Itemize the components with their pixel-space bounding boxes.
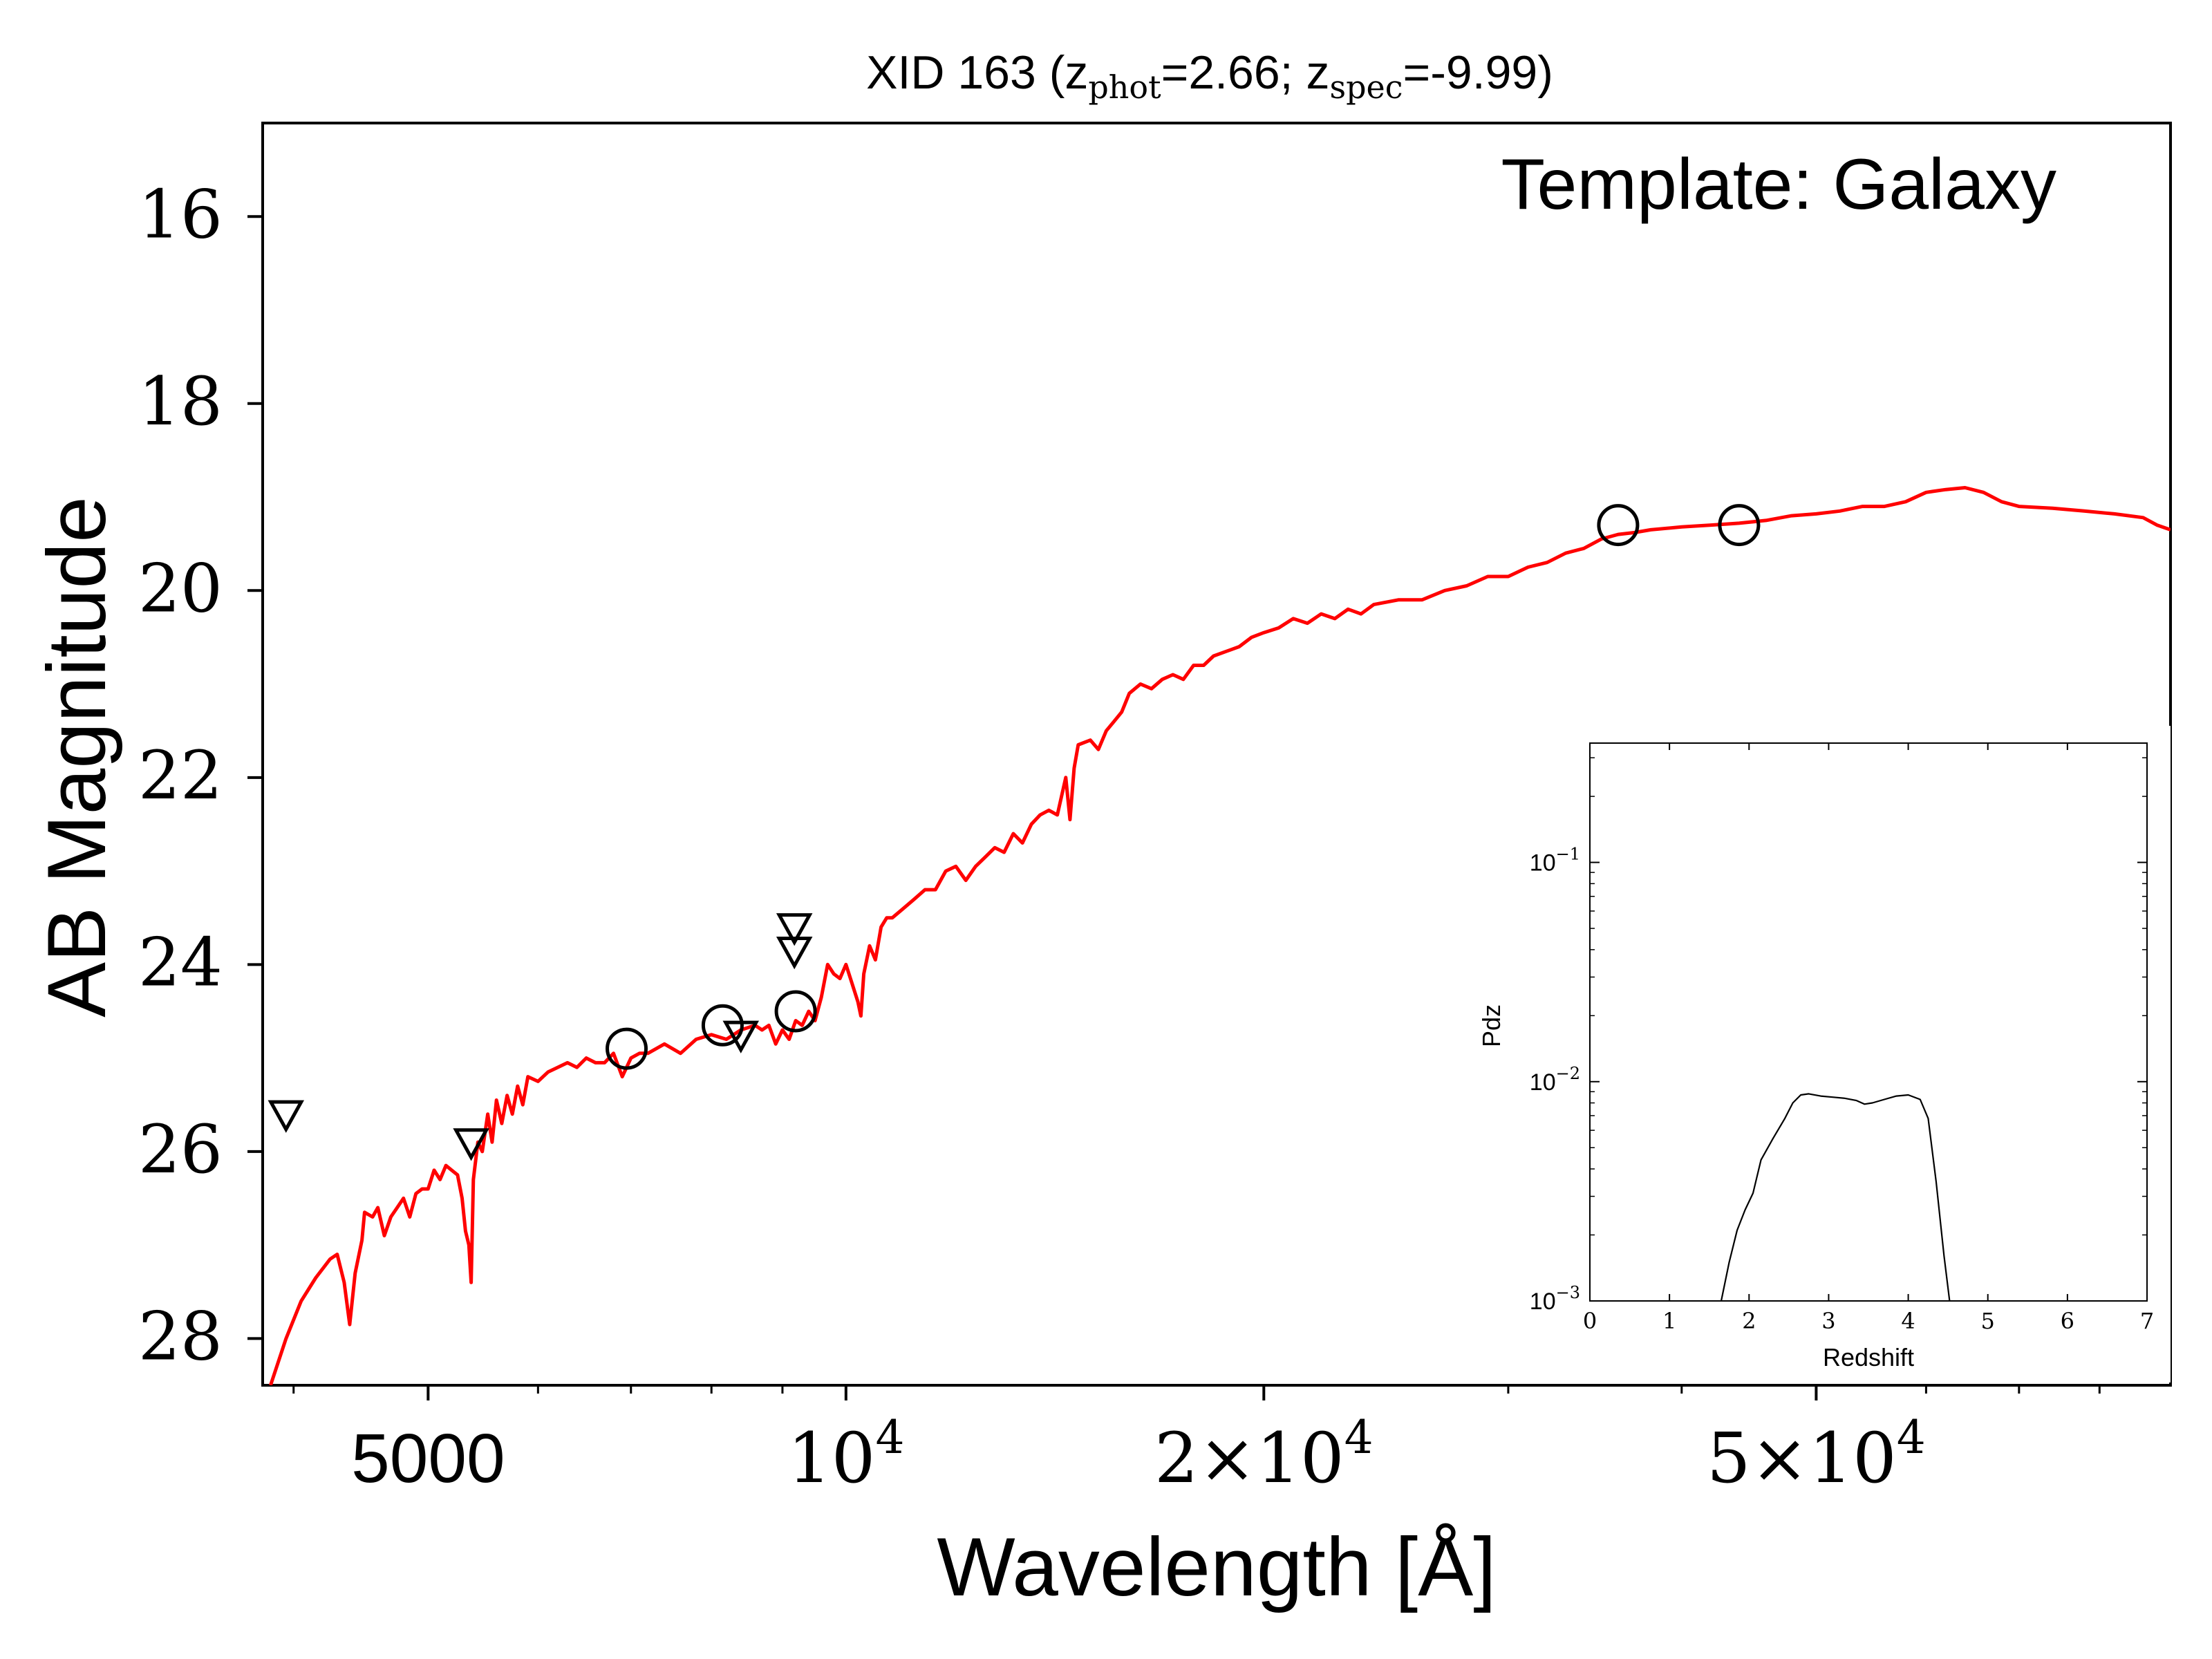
main-data-layer xyxy=(268,486,2171,1385)
chart-title: XID 163 (zphot=2.66; zspec=-9.99) xyxy=(866,46,1553,106)
inset-x-tick-label: 6 xyxy=(2061,1308,2074,1334)
x-tick-label: 5×104 xyxy=(1707,1411,1926,1499)
inset-y-tick-base: 10 xyxy=(1530,1069,1556,1096)
title-sub-phot: phot xyxy=(1088,68,1161,106)
x-tick-label-exponent: 4 xyxy=(1344,1411,1374,1464)
photometry-detection-marker xyxy=(701,1004,744,1047)
y-tick-label: 28 xyxy=(138,1297,223,1375)
x-tick-label: 104 xyxy=(787,1411,904,1499)
x-tick-label-base: 5×10 xyxy=(1707,1418,1897,1499)
photometry-detection-marker xyxy=(606,1027,648,1070)
inset-x-tick-label: 5 xyxy=(1981,1308,1995,1334)
pdz-curve xyxy=(1720,1093,1951,1302)
inset-plot-frame xyxy=(1589,742,2148,1302)
x-tick-label-base: 2×10 xyxy=(1154,1418,1344,1499)
inset-y-tick-label: 10−2 xyxy=(1530,1064,1580,1096)
title-sub-spec: spec xyxy=(1329,68,1403,106)
inset-x-tick-label: 1 xyxy=(1662,1308,1676,1334)
template-sed-line xyxy=(269,486,2171,1385)
y-tick-label: 24 xyxy=(138,924,223,1001)
y-axis-label: AB Magnitude xyxy=(30,496,123,1018)
title-prefix: XID 163 (z xyxy=(866,46,1088,99)
inset-y-tick-base: 10 xyxy=(1530,850,1556,877)
title-mid: =2.66; z xyxy=(1161,46,1330,99)
y-tick-label: 26 xyxy=(138,1111,223,1188)
inset-pdz-panel: 0 1 2 3 4 5 6 710−110−210−3 Redshift Pdz xyxy=(1465,726,2171,1382)
y-tick-label: 18 xyxy=(138,363,223,440)
inset-x-tick-label: 7 xyxy=(2140,1308,2154,1334)
inset-x-tick-label: 0 xyxy=(1583,1308,1597,1334)
inset-x-tick-label: 3 xyxy=(1821,1308,1835,1334)
inset-axis-ticks: 0 1 2 3 4 5 6 710−110−210−3 xyxy=(1530,743,2154,1334)
inset-x-axis-label: Redshift xyxy=(1823,1343,1914,1371)
inset-y-tick-exponent: −3 xyxy=(1556,1283,1580,1302)
title-suffix: =-9.99) xyxy=(1403,46,1553,99)
x-tick-label-base: 10 xyxy=(787,1418,875,1499)
upper-limit-marker xyxy=(776,936,813,970)
inset-y-axis-label: Pdz xyxy=(1477,1004,1506,1047)
x-tick-label: 5000 xyxy=(351,1420,505,1497)
upper-limit-marker xyxy=(722,1020,760,1053)
y-tick-label: 20 xyxy=(138,550,223,627)
inset-y-tick-label: 10−3 xyxy=(1530,1283,1580,1315)
inset-background xyxy=(1465,726,2171,1382)
photometry-detection-marker xyxy=(774,990,817,1033)
inset-y-tick-exponent: −1 xyxy=(1556,845,1580,864)
upper-limit-marker xyxy=(776,913,813,946)
inset-x-tick-label: 2 xyxy=(1742,1308,1756,1334)
inset-data-layer xyxy=(1720,1093,1951,1302)
x-tick-label: 2×104 xyxy=(1154,1411,1374,1499)
inset-x-tick-label: 4 xyxy=(1901,1308,1915,1334)
photometry-detection-marker xyxy=(1718,504,1761,547)
y-tick-label: 16 xyxy=(138,176,223,253)
x-tick-label-exponent: 4 xyxy=(875,1411,904,1464)
upper-limit-marker xyxy=(268,1100,305,1133)
x-tick-label-exponent: 4 xyxy=(1897,1411,1926,1464)
inset-y-tick-base: 10 xyxy=(1530,1288,1556,1315)
inset-y-tick-label: 10−1 xyxy=(1530,845,1580,877)
y-tick-label: 22 xyxy=(138,737,223,814)
upper-limit-marker xyxy=(453,1128,489,1161)
photometry-detection-marker xyxy=(1597,504,1640,547)
inset-y-tick-exponent: −2 xyxy=(1556,1064,1580,1083)
template-annotation: Template: Galaxy xyxy=(1501,144,2056,225)
x-axis-label: Wavelength [Å] xyxy=(937,1521,1496,1613)
